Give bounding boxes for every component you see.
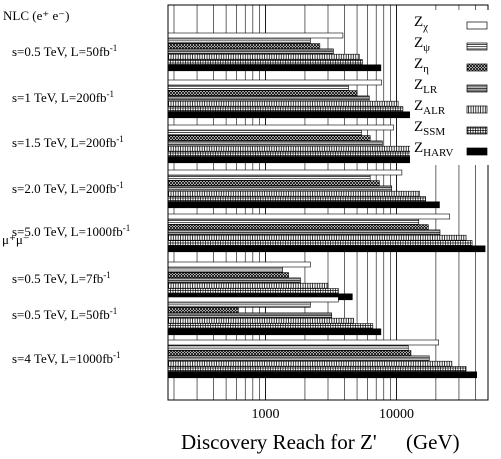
bar-zχ bbox=[167, 213, 451, 220]
bar-zη bbox=[167, 43, 321, 49]
bar-zalr bbox=[167, 100, 399, 107]
legend-label: ZSSM bbox=[414, 119, 445, 138]
bar-zharv bbox=[167, 371, 478, 379]
legend-swatch bbox=[466, 21, 488, 30]
bar-zlr bbox=[167, 229, 441, 236]
legend-label: ZALR bbox=[414, 98, 446, 117]
group-label: s=1 TeV, L=200fb-1 bbox=[12, 89, 114, 105]
bar-zlr bbox=[167, 95, 370, 102]
bar-zssm bbox=[167, 151, 418, 157]
bar-zψ bbox=[167, 344, 409, 351]
bar-zη bbox=[167, 272, 289, 278]
bar-zssm bbox=[167, 323, 374, 329]
bar-zalr bbox=[167, 53, 360, 60]
group-label: s=0.5 TeV, L=7fb-1 bbox=[12, 270, 111, 286]
legend-swatch bbox=[466, 147, 488, 156]
bar-zψ bbox=[167, 301, 311, 308]
bar-zalr bbox=[167, 317, 354, 324]
bar-zη bbox=[167, 350, 412, 356]
bar-zharv bbox=[167, 245, 486, 253]
bar-zssm bbox=[167, 288, 339, 294]
bar-zχ bbox=[167, 124, 394, 131]
legend-swatch bbox=[466, 63, 488, 72]
bar-zssm bbox=[167, 240, 473, 246]
bar-zχ bbox=[167, 296, 339, 303]
bar-zχ bbox=[167, 169, 403, 176]
group-label: s=5.0 TeV, L=1000fb-1 bbox=[12, 223, 130, 239]
bar-zharv bbox=[167, 111, 420, 119]
group-label: s=0.5 TeV, L=50fb-1 bbox=[12, 306, 117, 322]
x-axis-title: Discovery Reach for Z' bbox=[181, 430, 377, 454]
bar-zharv bbox=[167, 156, 432, 164]
legend-swatch bbox=[466, 42, 488, 51]
group-label: s=0.5 TeV, L=50fb-1 bbox=[12, 43, 117, 59]
bar-zharv bbox=[167, 64, 382, 72]
bar-zharv bbox=[167, 328, 382, 336]
group-labels: s=0.5 TeV, L=50fb-1 s=1 TeV, L=200fb-1 s=1… bbox=[2, 8, 130, 366]
bar-zlr bbox=[167, 48, 334, 55]
bar-zχ bbox=[167, 339, 439, 346]
legend-label: Zη bbox=[414, 56, 429, 75]
legend-swatch bbox=[466, 126, 488, 135]
group-label: s=2.0 TeV, L=200fb-1 bbox=[12, 180, 124, 196]
bar-zlr bbox=[167, 140, 383, 147]
bars bbox=[167, 32, 486, 379]
legend-swatch bbox=[466, 84, 488, 93]
x-tick-label: 10000 bbox=[379, 407, 414, 422]
bar-zssm bbox=[167, 59, 363, 65]
bar-zψ bbox=[167, 85, 349, 91]
bar-zη bbox=[167, 307, 239, 313]
bar-zη bbox=[167, 135, 371, 141]
section-label: NLC (e⁺ e⁻) bbox=[3, 8, 69, 23]
bar-zlr bbox=[167, 312, 332, 319]
bar-zχ bbox=[167, 32, 344, 39]
bar-zη bbox=[167, 224, 429, 230]
section-label: μ⁺μ⁻ bbox=[2, 232, 30, 247]
bar-zψ bbox=[167, 37, 311, 44]
bar-zlr bbox=[167, 277, 301, 284]
bar-zalr bbox=[167, 234, 467, 241]
bar-zlr bbox=[167, 185, 393, 192]
legend: Zχ Zψ Zη ZLR ZALR ZSSM ZHARV bbox=[410, 10, 490, 165]
group-label: s=1.5 TeV, L=200fb-1 bbox=[12, 134, 124, 150]
group-label: s=4 TeV, L=1000fb-1 bbox=[12, 350, 121, 366]
x-tick-label: 1000 bbox=[252, 407, 280, 422]
bar-zη bbox=[167, 180, 380, 186]
legend-label: Zχ bbox=[414, 14, 428, 33]
bar-zψ bbox=[167, 175, 371, 181]
bar-zssm bbox=[167, 196, 426, 202]
x-axis-ticks: 1000 10000 bbox=[252, 407, 414, 422]
bar-zψ bbox=[167, 130, 362, 136]
plot-frame bbox=[167, 4, 489, 401]
bar-zalr bbox=[167, 282, 329, 289]
bar-zψ bbox=[167, 219, 420, 225]
x-axis-unit: (GeV) bbox=[406, 430, 460, 454]
bar-zssm bbox=[167, 366, 467, 372]
legend-swatch bbox=[466, 105, 488, 114]
bar-zssm bbox=[167, 106, 404, 112]
bar-zψ bbox=[167, 266, 283, 273]
bar-zalr bbox=[167, 360, 453, 367]
bar-zharv bbox=[167, 201, 440, 209]
bar-zχ bbox=[167, 79, 382, 86]
bar-zalr bbox=[167, 190, 420, 197]
legend-label: ZLR bbox=[414, 77, 438, 96]
bar-zη bbox=[167, 90, 358, 96]
bar-zlr bbox=[167, 355, 430, 362]
bar-zalr bbox=[167, 145, 411, 152]
legend-label: Zψ bbox=[414, 35, 430, 54]
legend-label: ZHARV bbox=[414, 140, 454, 159]
bar-zχ bbox=[167, 261, 311, 268]
